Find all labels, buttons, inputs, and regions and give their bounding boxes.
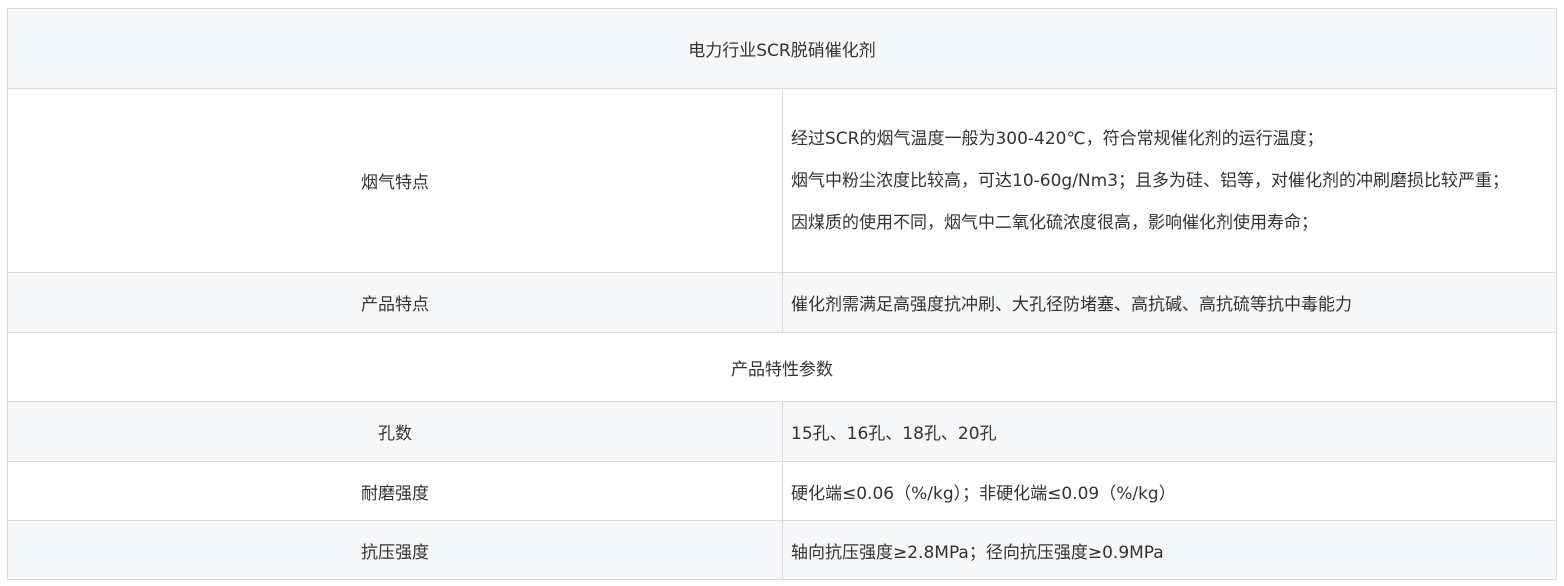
table-row: 孔数 15孔、16孔、18孔、20孔 — [7, 401, 1557, 462]
row-label: 耐磨强度 — [7, 461, 783, 521]
table-title: 电力行业SCR脱硝催化剂 — [7, 8, 1557, 89]
row-label: 产品特点 — [7, 272, 783, 333]
row-value: 催化剂需满足高强度抗冲刷、大孔径防堵塞、高抗碱、高抗硫等抗中毒能力 — [782, 272, 1557, 333]
row-label: 孔数 — [7, 401, 783, 462]
text-line: 因煤质的使用不同，烟气中二氧化硫浓度很高，影响催化剂使用寿命； — [791, 212, 1318, 233]
row-value: 轴向抗压强度≥2.8MPa；径向抗压强度≥0.9MPa — [782, 520, 1557, 580]
section-title: 产品特性参数 — [7, 332, 1557, 402]
row-label: 抗压强度 — [7, 520, 783, 580]
table-row: 产品特点 催化剂需满足高强度抗冲刷、大孔径防堵塞、高抗碱、高抗硫等抗中毒能力 — [7, 272, 1557, 333]
table-row: 抗压强度 轴向抗压强度≥2.8MPa；径向抗压强度≥0.9MPa — [7, 520, 1557, 580]
row-value: 硬化端≤0.06（%/kg）；非硬化端≤0.09（%/kg） — [782, 461, 1557, 521]
text-line: 烟气中粉尘浓度比较高，可达10-60g/Nm3；且多为硅、铝等，对催化剂的冲刷磨… — [791, 170, 1510, 191]
section-row: 产品特性参数 — [7, 332, 1557, 402]
row-label: 烟气特点 — [7, 88, 783, 273]
table-row: 烟气特点 经过SCR的烟气温度一般为300-420℃，符合常规催化剂的运行温度；… — [7, 88, 1557, 273]
table-title-row: 电力行业SCR脱硝催化剂 — [7, 8, 1557, 89]
table-row: 耐磨强度 硬化端≤0.06（%/kg）；非硬化端≤0.09（%/kg） — [7, 461, 1557, 521]
row-value: 经过SCR的烟气温度一般为300-420℃，符合常规催化剂的运行温度； 烟气中粉… — [782, 88, 1557, 273]
spec-table: 电力行业SCR脱硝催化剂 烟气特点 经过SCR的烟气温度一般为300-420℃，… — [7, 8, 1557, 580]
row-value: 15孔、16孔、18孔、20孔 — [782, 401, 1557, 462]
text-line: 经过SCR的烟气温度一般为300-420℃，符合常规催化剂的运行温度； — [791, 128, 1324, 149]
